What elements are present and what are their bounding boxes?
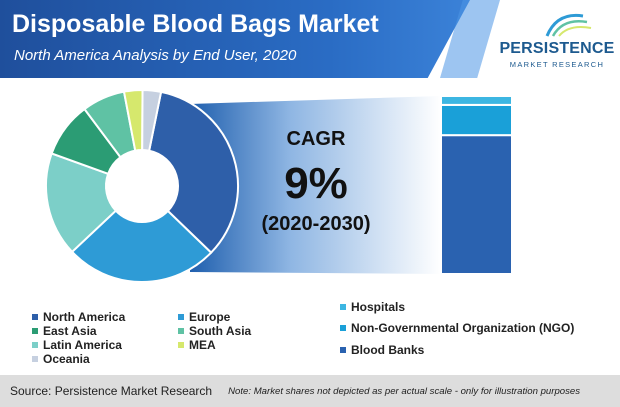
- legend-swatch: [178, 342, 184, 348]
- chart-title: Disposable Blood Bags Market: [12, 10, 379, 38]
- legend-label: East Asia: [43, 324, 97, 338]
- legend-label: Latin America: [43, 338, 122, 352]
- logo-name: PERSISTENCE: [499, 40, 615, 57]
- logo-subtitle: MARKET RESEARCH: [509, 60, 605, 69]
- legend-swatch: [340, 347, 346, 353]
- legend-label: South Asia: [189, 324, 252, 338]
- legend-swatch: [340, 325, 346, 331]
- header-banner: [0, 0, 470, 78]
- legend-swatch: [32, 314, 38, 320]
- footer-bar: Source: Persistence Market Research Note…: [0, 375, 620, 407]
- cagr-value: 9%: [284, 159, 348, 208]
- legend-swatch: [32, 342, 38, 348]
- connector-fan: [190, 96, 441, 274]
- legend-item-hospitals: Hospitals: [340, 300, 405, 314]
- legend-item-blood-banks: Blood Banks: [340, 343, 424, 357]
- cagr-period: (2020-2030): [262, 213, 371, 235]
- donut-slice-north-america: [147, 90, 239, 255]
- legend-swatch: [340, 304, 346, 310]
- disclaimer-note: Note: Market shares not depicted as per …: [228, 385, 581, 397]
- legend-swatch: [178, 314, 184, 320]
- chart-canvas: CAGR 9% (2020-2030): [45, 88, 513, 283]
- legend-label: North America: [43, 310, 126, 324]
- legend-item-north-america: North America: [32, 310, 125, 324]
- legend-swatch: [178, 328, 184, 334]
- legend-item-latin-america: Latin America: [32, 338, 122, 352]
- source-text: Source: Persistence Market Research: [10, 384, 213, 398]
- legend-label: Oceania: [43, 352, 90, 366]
- donut-slice-europe: [70, 209, 213, 283]
- bar-segment-non-governmental-organization-ngo: [440, 103, 513, 137]
- logo-swoosh-icon: [545, 13, 592, 37]
- stacked-bar-chart: [440, 95, 513, 275]
- cagr-label: CAGR: [287, 128, 346, 150]
- persistence-logo: PERSISTENCE MARKET RESEARCH: [497, 10, 617, 74]
- chart-subtitle: North America Analysis by End User, 2020: [14, 47, 297, 64]
- legend-item-east-asia: East Asia: [32, 324, 97, 338]
- legend-item-ngo: Non-Governmental Organization (NGO): [340, 321, 574, 335]
- donut-chart: [45, 88, 239, 283]
- legend-label: Blood Banks: [351, 343, 425, 357]
- legend-swatch: [32, 328, 38, 334]
- legend-item-south-asia: South Asia: [178, 324, 251, 338]
- legend-swatch: [32, 356, 38, 362]
- legend-label: Hospitals: [351, 300, 406, 314]
- donut-slice-oceania: [141, 88, 163, 152]
- bar-segment-hospitals: [440, 95, 513, 106]
- donut-slice-east-asia: [45, 152, 118, 254]
- legend-label: Europe: [189, 310, 231, 324]
- legend-item-oceania: Oceania: [32, 352, 90, 366]
- legend-item-europe: Europe: [178, 310, 230, 324]
- bar-segment-blood-banks: [440, 134, 513, 275]
- legend-label: MEA: [189, 338, 216, 352]
- legend-item-mea: MEA: [178, 338, 216, 352]
- legend-label: Non-Governmental Organization (NGO): [351, 321, 575, 335]
